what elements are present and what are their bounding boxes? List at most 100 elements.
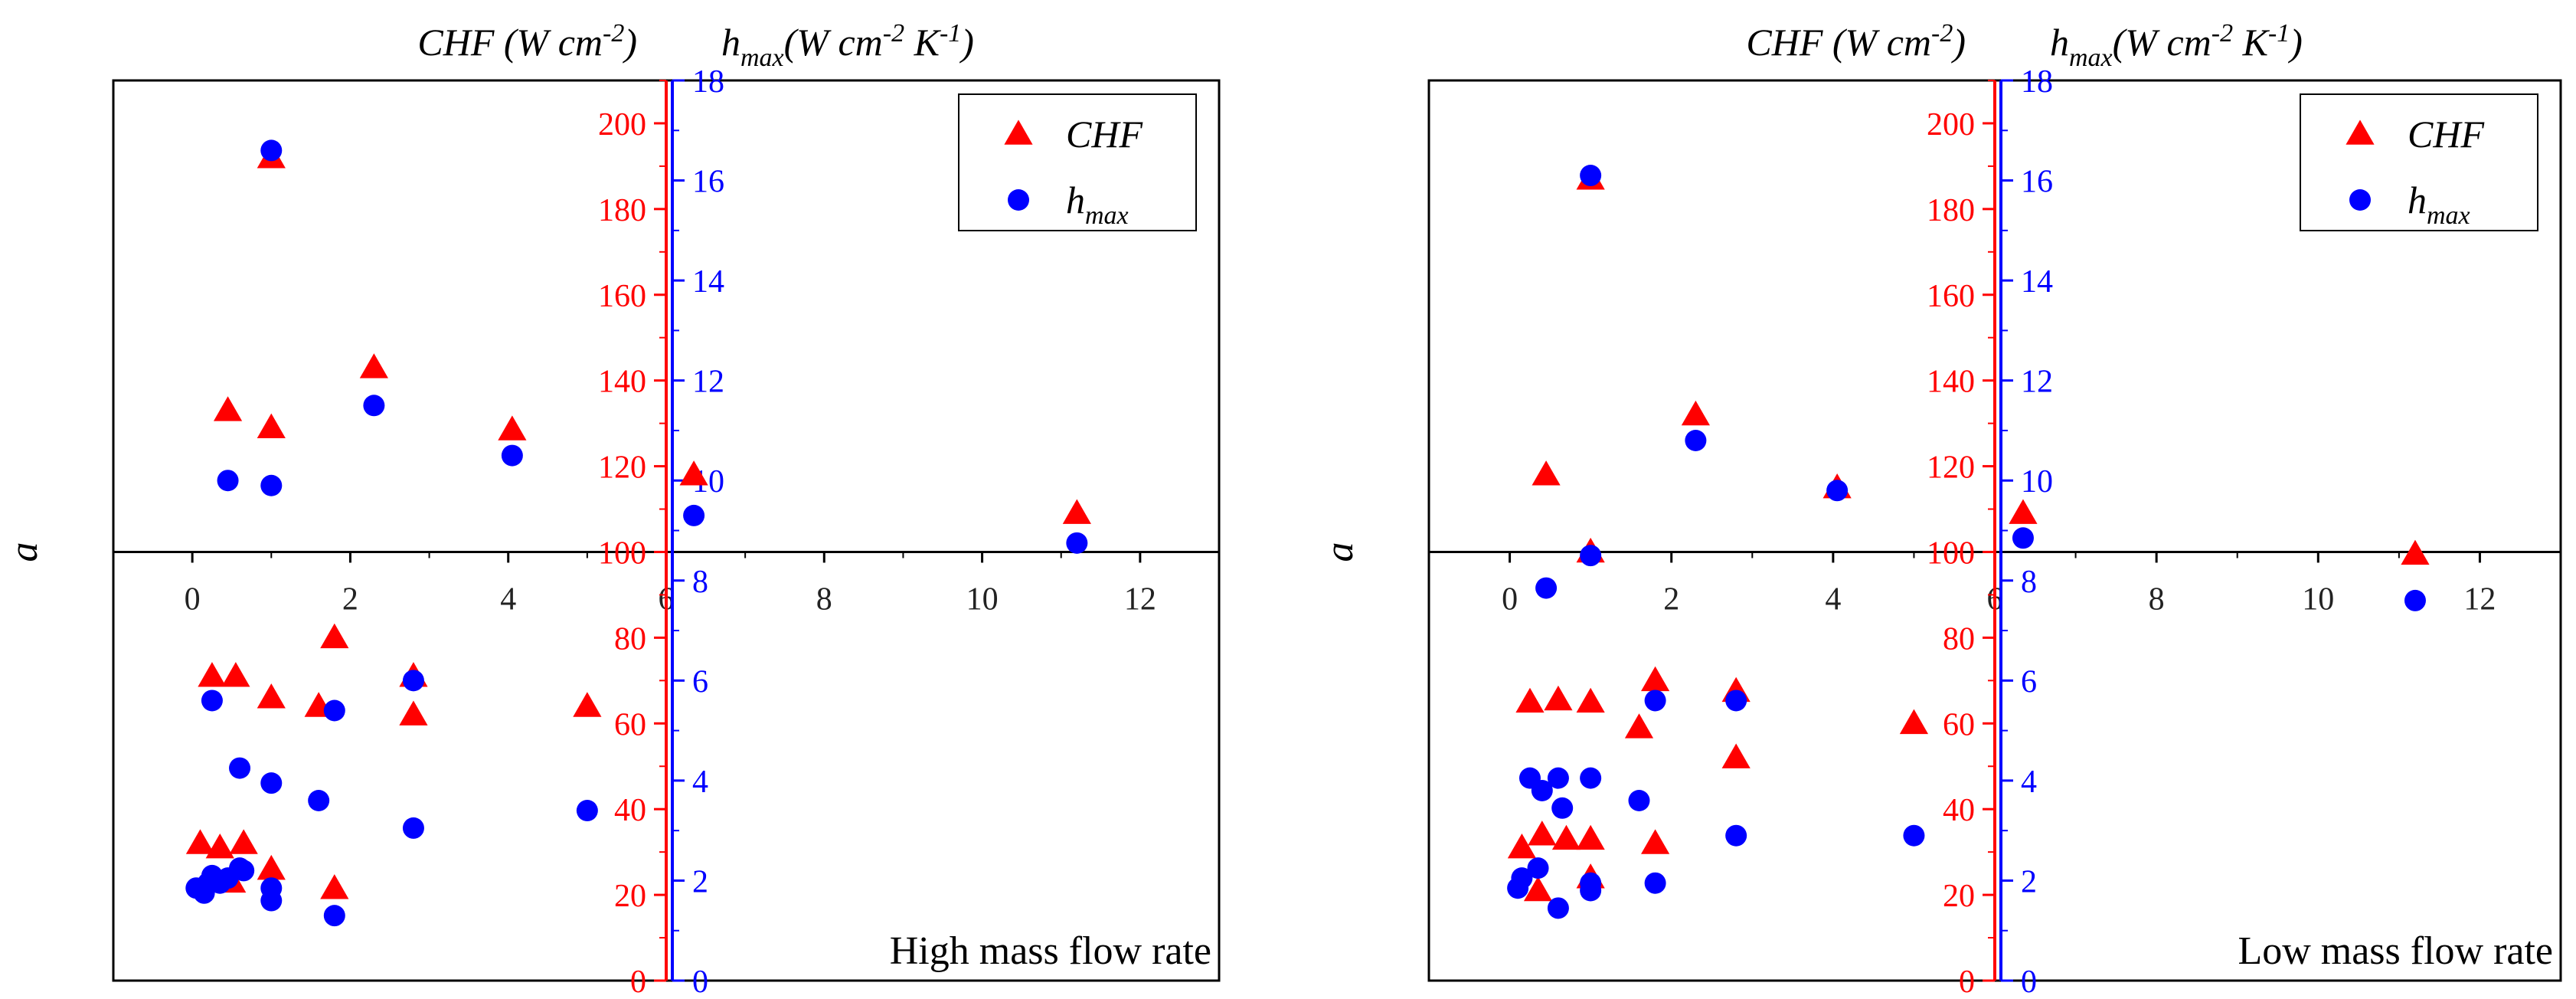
legend-hmax-prefix: h xyxy=(1066,179,1085,221)
legend: CHF hmax xyxy=(2300,93,2538,231)
chf-point xyxy=(1544,685,1573,711)
hmax-point xyxy=(323,699,345,722)
hmax-tick-label: 16 xyxy=(2021,165,2053,200)
legend-chf-name: CHF xyxy=(1066,113,1143,156)
hmax-point xyxy=(1685,430,1707,451)
chf-point xyxy=(229,829,258,854)
legend-hmax-marker xyxy=(1008,189,1029,211)
hmax-tick-label: 14 xyxy=(2021,264,2053,300)
hmax-axis-title: hmax(W cm-2 K-1) xyxy=(2050,19,2303,72)
hmax-tick-label: 2 xyxy=(2021,864,2037,899)
hmax-point xyxy=(1511,867,1533,889)
legend-hmax-marker xyxy=(2349,189,2371,211)
chf-tick-label: 80 xyxy=(1943,621,1975,657)
hmax-tick-label: 0 xyxy=(2021,965,2037,999)
chf-point xyxy=(1507,833,1537,859)
chf-point xyxy=(1899,709,1929,735)
hmax-title-sub: max xyxy=(2069,44,2113,72)
hmax-point xyxy=(576,800,598,822)
hmax-point xyxy=(2012,527,2034,549)
hmax-title-h: h xyxy=(2050,21,2069,64)
hmax-tick-label: 18 xyxy=(2021,64,2053,100)
hmax-tick-label: 8 xyxy=(2021,565,2037,600)
hmax-point xyxy=(260,139,283,162)
legend-chf-marker xyxy=(1004,120,1033,145)
chf-point xyxy=(573,692,602,717)
legend-chf-name: CHF xyxy=(2408,113,2484,156)
chf-tick-label: 0 xyxy=(1959,965,1975,999)
hmax-tick-label: 2 xyxy=(692,864,708,899)
legend-chf-label: CHF xyxy=(2408,113,2484,156)
hmax-point xyxy=(1903,824,1925,847)
hmax-tick-label: 10 xyxy=(2021,464,2053,500)
chf-tick-label: 120 xyxy=(598,450,646,486)
hmax-tick-label: 12 xyxy=(2021,365,2053,400)
chf-point xyxy=(359,353,388,378)
x-tick-label: 10 xyxy=(2302,581,2334,617)
chf-title-sup: -2 xyxy=(1931,19,1953,47)
hmax-title-h: h xyxy=(721,21,740,64)
chf-point xyxy=(1062,499,1091,524)
legend-hmax-prefix: h xyxy=(2408,179,2427,221)
chf-point xyxy=(257,854,286,880)
hmax-point xyxy=(201,689,223,712)
chf-tick-label: 20 xyxy=(1943,879,1975,914)
legend-hmax-sub: max xyxy=(1085,201,1129,230)
legend-hmax-label: hmax xyxy=(2408,179,2470,230)
chf-point xyxy=(1576,824,1605,850)
hmax-point xyxy=(1551,797,1574,819)
hmax-point xyxy=(402,670,424,692)
legend-box xyxy=(958,93,1197,231)
hmax-tick-label: 4 xyxy=(692,765,708,800)
hmax-title-mid: (W cm xyxy=(2113,21,2212,64)
hmax-point xyxy=(1725,824,1747,847)
hmax-point xyxy=(1628,790,1650,811)
chf-point xyxy=(1532,460,1561,486)
x-tick-label: 2 xyxy=(1663,581,1679,617)
hmax-tick-label: 8 xyxy=(692,565,708,600)
chf-tick-label: 60 xyxy=(1943,707,1975,742)
hmax-point xyxy=(217,470,239,492)
x-tick-label: 12 xyxy=(1124,581,1156,617)
hmax-point xyxy=(260,889,283,912)
chf-tick-label: 100 xyxy=(598,536,646,571)
chf-tick-label: 160 xyxy=(598,279,646,314)
chf-point xyxy=(198,662,227,687)
chf-tick-label: 200 xyxy=(1927,107,1975,142)
hmax-point xyxy=(501,444,523,467)
chf-point xyxy=(1681,400,1710,426)
hmax-point xyxy=(1826,480,1849,502)
chf-point xyxy=(1551,824,1581,850)
hmax-point xyxy=(1580,545,1602,567)
hmax-point xyxy=(1580,165,1602,187)
y-side-label: a xyxy=(2,542,46,562)
chf-point xyxy=(679,460,708,486)
chf-point xyxy=(1641,829,1670,854)
chf-title-sup: -2 xyxy=(603,19,624,47)
hmax-point xyxy=(323,905,345,927)
hmax-title-k: K xyxy=(2233,21,2270,64)
chart-panel-high-flow: 0246810120204060801001201401601802000246… xyxy=(2,19,1221,999)
chf-point xyxy=(2009,499,2038,524)
x-tick-label: 0 xyxy=(185,581,201,617)
chf-tick-label: 120 xyxy=(1927,450,1975,486)
chf-tick-label: 20 xyxy=(614,879,646,914)
legend-hmax-label: hmax xyxy=(1066,179,1129,230)
hmax-tick-label: 16 xyxy=(692,165,724,200)
hmax-point xyxy=(1535,577,1558,599)
hmax-point xyxy=(1644,872,1666,894)
chf-point xyxy=(320,874,349,899)
chf-title-tail: ) xyxy=(622,21,637,64)
chf-axis-title: CHF (W cm-2) xyxy=(417,19,637,64)
chf-title-tail: ) xyxy=(1950,21,1966,64)
chf-tick-label: 200 xyxy=(598,107,646,142)
chf-point xyxy=(498,415,527,441)
chf-point xyxy=(1624,713,1654,739)
chf-point xyxy=(1721,743,1751,768)
chf-tick-label: 160 xyxy=(1927,279,1975,314)
hmax-axis-title: hmax(W cm-2 K-1) xyxy=(721,19,974,72)
hmax-title-sup1: -2 xyxy=(2212,19,2233,47)
hmax-title-tail: ) xyxy=(2287,21,2303,64)
hmax-title-sup2: -1 xyxy=(2268,19,2290,47)
hmax-point xyxy=(1547,897,1569,919)
